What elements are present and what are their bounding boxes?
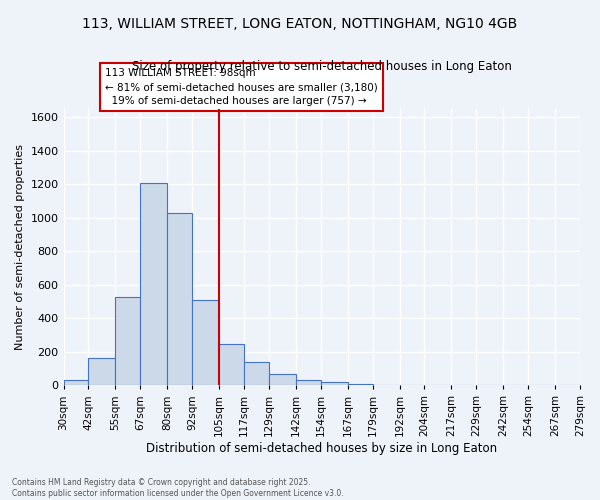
Bar: [296, 380, 321, 386]
Text: 113 WILLIAM STREET: 98sqm
← 81% of semi-detached houses are smaller (3,180)
  19: 113 WILLIAM STREET: 98sqm ← 81% of semi-…: [105, 68, 377, 106]
Bar: [219, 344, 244, 386]
Bar: [192, 300, 219, 386]
X-axis label: Distribution of semi-detached houses by size in Long Eaton: Distribution of semi-detached houses by …: [146, 442, 497, 455]
Bar: [115, 296, 140, 386]
Bar: [244, 362, 269, 386]
Text: Contains HM Land Registry data © Crown copyright and database right 2025.
Contai: Contains HM Land Registry data © Crown c…: [12, 478, 344, 498]
Bar: [140, 184, 167, 386]
Title: Size of property relative to semi-detached houses in Long Eaton: Size of property relative to semi-detach…: [132, 60, 512, 73]
Bar: [167, 212, 192, 386]
Bar: [321, 382, 347, 386]
Y-axis label: Number of semi-detached properties: Number of semi-detached properties: [15, 144, 25, 350]
Bar: [64, 380, 88, 386]
Bar: [347, 384, 373, 386]
Bar: [269, 374, 296, 386]
Bar: [88, 358, 115, 386]
Text: 113, WILLIAM STREET, LONG EATON, NOTTINGHAM, NG10 4GB: 113, WILLIAM STREET, LONG EATON, NOTTING…: [82, 18, 518, 32]
